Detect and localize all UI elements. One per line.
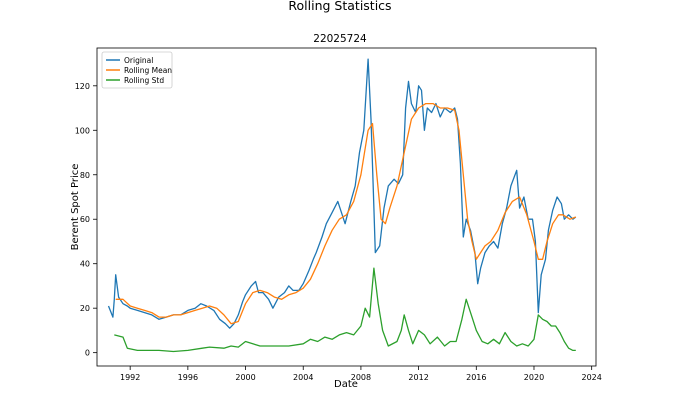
x-tick-label-2024: 2024 bbox=[581, 373, 601, 382]
x-tick-label-1996: 1996 bbox=[178, 373, 198, 382]
y-axis: 0 20 40 60 80 100 120 bbox=[75, 82, 97, 358]
y-tick-label-20: 20 bbox=[80, 304, 90, 313]
y-tick-label-100: 100 bbox=[75, 126, 90, 135]
legend-label-rolling-std: Rolling Std bbox=[124, 76, 164, 85]
x-tick-label-2000: 2000 bbox=[235, 373, 255, 382]
x-tick-label-2004: 2004 bbox=[293, 373, 313, 382]
plot-area-frame bbox=[96, 47, 597, 367]
x-tick-label-2016: 2016 bbox=[466, 373, 486, 382]
x-tick-label-1992: 1992 bbox=[120, 373, 140, 382]
y-tick-label-120: 120 bbox=[75, 82, 90, 91]
y-axis-label: Berent Spot Price bbox=[70, 164, 81, 251]
figure-title: Rolling Statistics bbox=[288, 0, 391, 13]
series-line-original bbox=[107, 58, 577, 329]
plot-marks bbox=[107, 58, 577, 353]
y-tick-label-80: 80 bbox=[80, 171, 90, 180]
series-line-rolling-std bbox=[114, 267, 576, 353]
x-tick-label-2008: 2008 bbox=[351, 373, 371, 382]
legend-box bbox=[101, 51, 173, 89]
x-axis: 1992 1996 2000 2004 2008 2012 2016 2020 2024 bbox=[120, 366, 602, 382]
y-tick-label-60: 60 bbox=[80, 215, 90, 224]
y-tick-label-0: 0 bbox=[85, 349, 90, 358]
series-line-rolling-mean bbox=[115, 102, 577, 325]
y-tick-label-40: 40 bbox=[80, 260, 90, 269]
x-tick-label-2012: 2012 bbox=[408, 373, 428, 382]
legend-label-rolling-mean: Rolling Mean bbox=[124, 66, 172, 75]
x-tick-label-2020: 2020 bbox=[524, 373, 544, 382]
legend-label-original: Original bbox=[124, 56, 153, 65]
chart-title: 22025724 bbox=[313, 33, 367, 45]
x-axis-label: Date bbox=[334, 379, 358, 390]
